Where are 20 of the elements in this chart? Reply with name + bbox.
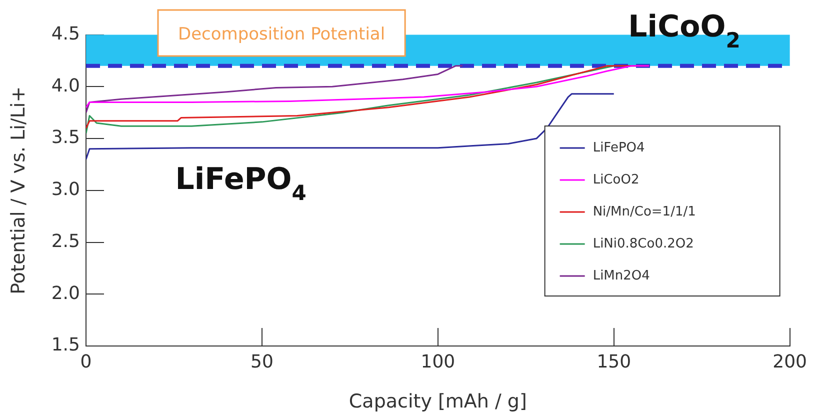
legend-label: LiCoO2 — [592, 172, 640, 188]
y-tick-label: 4.5 — [51, 23, 80, 44]
x-tick-label: 200 — [772, 351, 807, 372]
legend-label: Ni/Mn/Co=1/1/1 — [592, 204, 696, 220]
legend-label: LiNi0.8Co0.2O2 — [592, 236, 694, 252]
y-tick-label: 3.5 — [51, 127, 80, 148]
x-tick-label: 0 — [80, 351, 92, 372]
x-axis-title: Capacity [mAh / g] — [348, 390, 527, 413]
x-tick-label: 50 — [250, 351, 274, 372]
y-tick-label: 2.0 — [51, 282, 80, 304]
band-label: Decomposition Potential — [178, 24, 386, 44]
x-tick-label: 150 — [596, 351, 632, 372]
y-tick-label: 1.5 — [51, 334, 80, 356]
legend-label: LiFePO4 — [592, 140, 645, 156]
y-tick-label: 4.0 — [51, 75, 80, 96]
x-tick-label: 100 — [420, 351, 456, 372]
legend-label: LiMn2O4 — [592, 268, 650, 284]
y-tick-label: 3.0 — [51, 179, 80, 200]
y-axis-title: Potential / V vs. Li/Li+ — [7, 86, 30, 294]
y-tick-label: 2.5 — [51, 230, 80, 252]
